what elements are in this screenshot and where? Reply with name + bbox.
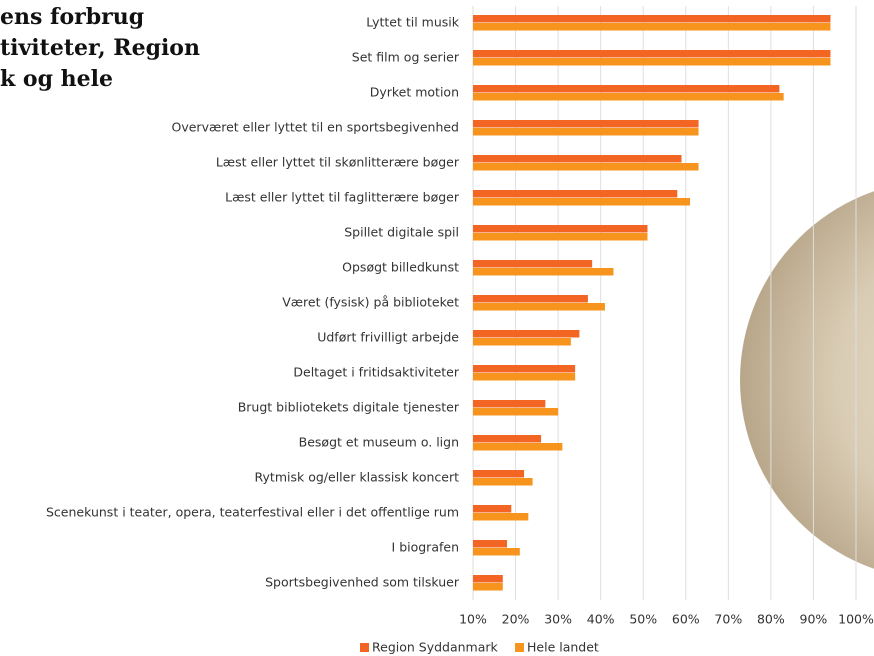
bar bbox=[473, 295, 588, 303]
legend-label: Hele landet bbox=[527, 640, 599, 655]
y-tick-label: Besøgt et museum o. lign bbox=[299, 435, 459, 450]
chart-title: k og hele bbox=[0, 66, 113, 92]
y-tick-label: Brugt bibliotekets digitale tjenester bbox=[238, 400, 460, 415]
bar bbox=[473, 505, 512, 513]
bar bbox=[473, 443, 563, 451]
bar bbox=[473, 548, 520, 556]
x-tick-label: 10% bbox=[459, 612, 487, 627]
bar bbox=[473, 330, 580, 338]
bar bbox=[473, 513, 529, 521]
chart-title: tiviteter, Region bbox=[0, 35, 200, 61]
x-tick-label: 40% bbox=[587, 612, 615, 627]
bar bbox=[473, 93, 784, 101]
bar bbox=[473, 365, 576, 373]
bar bbox=[473, 575, 503, 583]
x-tick-label: 50% bbox=[629, 612, 657, 627]
bar bbox=[473, 408, 559, 416]
x-tick-label: 100% bbox=[838, 612, 874, 627]
y-tick-label: Lyttet til musik bbox=[366, 15, 459, 30]
y-tick-label: Spillet digitale spil bbox=[344, 225, 459, 240]
chart-title: ens forbrug bbox=[0, 4, 144, 30]
bar bbox=[473, 233, 648, 241]
y-tick-label: Scenekunst i teater, opera, teaterfestiv… bbox=[46, 505, 459, 520]
x-tick-label: 70% bbox=[714, 612, 742, 627]
bar bbox=[473, 268, 614, 276]
legend-swatch bbox=[360, 643, 369, 652]
bar bbox=[473, 58, 831, 66]
y-tick-label: Udført frivilligt arbejde bbox=[317, 330, 459, 345]
bar bbox=[473, 225, 648, 233]
bar bbox=[473, 198, 691, 206]
y-tick-label: Læst eller lyttet til faglitterære bøger bbox=[225, 190, 460, 205]
bar bbox=[473, 478, 533, 486]
y-tick-label: Overværet eller lyttet til en sportsbegi… bbox=[172, 120, 460, 135]
bar bbox=[473, 163, 699, 171]
x-tick-label: 80% bbox=[757, 612, 785, 627]
y-tick-label: Læst eller lyttet til skønlitterære bøge… bbox=[216, 155, 460, 170]
y-tick-label: I biografen bbox=[392, 540, 459, 555]
x-tick-label: 60% bbox=[672, 612, 700, 627]
bar bbox=[473, 540, 508, 548]
bar bbox=[473, 155, 682, 163]
bar bbox=[473, 260, 593, 268]
decorative-photo bbox=[740, 191, 874, 569]
y-tick-label: Dyrket motion bbox=[370, 85, 459, 100]
bar bbox=[473, 470, 525, 478]
bar bbox=[473, 373, 576, 381]
y-tick-label: Rytmisk og/eller klassisk koncert bbox=[255, 470, 460, 485]
x-tick-label: 20% bbox=[502, 612, 530, 627]
bar bbox=[473, 303, 605, 311]
bar bbox=[473, 23, 831, 31]
legend-label: Region Syddanmark bbox=[372, 640, 499, 655]
x-tick-label: 90% bbox=[800, 612, 828, 627]
x-tick-label: 30% bbox=[544, 612, 572, 627]
bar bbox=[473, 15, 831, 23]
bar bbox=[473, 128, 699, 136]
bar bbox=[473, 435, 542, 443]
bar bbox=[473, 338, 571, 346]
legend-swatch bbox=[515, 643, 524, 652]
bar bbox=[473, 85, 780, 93]
bar bbox=[473, 120, 699, 128]
y-tick-label: Sportsbegivenhed som tilskuer bbox=[265, 575, 460, 590]
y-tick-label: Opsøgt billedkunst bbox=[342, 260, 459, 275]
y-tick-label: Set film og serier bbox=[352, 50, 460, 65]
bar bbox=[473, 190, 678, 198]
y-tick-label: Været (fysisk) på biblioteket bbox=[282, 295, 459, 310]
bar bbox=[473, 50, 831, 58]
bar bbox=[473, 583, 503, 591]
y-tick-label: Deltaget i fritidsaktiviteter bbox=[293, 365, 459, 380]
bar bbox=[473, 400, 546, 408]
